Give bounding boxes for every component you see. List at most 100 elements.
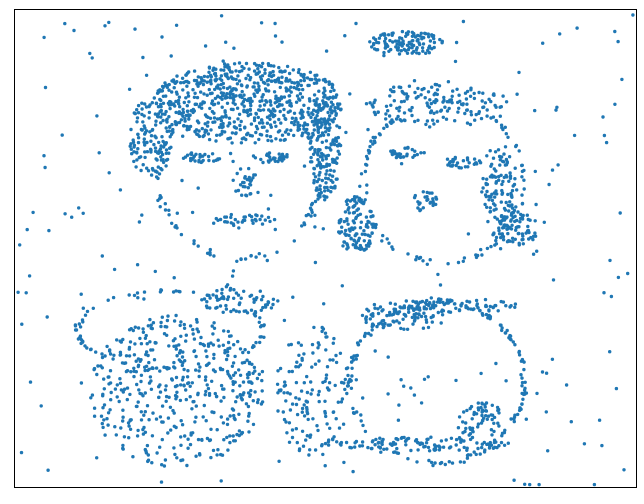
scatter-point xyxy=(381,233,385,238)
scatter-point xyxy=(203,393,207,397)
scatter-point xyxy=(387,114,392,118)
scatter-point xyxy=(327,381,332,385)
scatter-point xyxy=(480,99,484,103)
scatter-point xyxy=(202,297,207,301)
scatter-point xyxy=(604,140,609,145)
scatter-point xyxy=(105,344,109,349)
scatter-point xyxy=(283,380,287,384)
scatter-point xyxy=(507,155,512,159)
scatter-point xyxy=(537,482,541,487)
scatter-point xyxy=(341,422,346,426)
scatter-point xyxy=(141,120,145,124)
scatter-point xyxy=(92,366,97,371)
scatter-point xyxy=(174,224,178,228)
scatter-point xyxy=(302,164,307,168)
scatter-point xyxy=(236,74,240,78)
scatter-point xyxy=(102,387,107,391)
scatter-point xyxy=(480,445,484,450)
scatter-point xyxy=(389,442,393,446)
scatter-point xyxy=(444,117,449,121)
scatter-point xyxy=(268,155,272,159)
scatter-point xyxy=(221,81,225,86)
scatter-point xyxy=(423,444,427,449)
scatter-point xyxy=(193,91,197,96)
scatter-point xyxy=(178,398,183,403)
scatter-point xyxy=(363,247,367,252)
scatter-point xyxy=(358,226,363,230)
scatter-point xyxy=(503,215,507,219)
scatter-point xyxy=(224,357,229,362)
scatter-point xyxy=(340,284,344,288)
scatter-point xyxy=(143,150,147,154)
scatter-point xyxy=(160,420,164,424)
scatter-point xyxy=(468,406,472,411)
scatter-point xyxy=(427,46,431,50)
scatter-point xyxy=(168,124,172,129)
scatter-point xyxy=(172,424,176,428)
scatter-point xyxy=(397,310,402,314)
scatter-point xyxy=(220,97,224,102)
scatter-point xyxy=(263,71,267,75)
scatter-point xyxy=(254,130,258,135)
scatter-point xyxy=(432,100,436,104)
scatter-point xyxy=(419,314,424,319)
scatter-point xyxy=(322,117,327,121)
scatter-point xyxy=(428,98,432,102)
scatter-point xyxy=(448,310,453,314)
scatter-point xyxy=(336,149,340,153)
scatter-point xyxy=(390,152,395,157)
scatter-point xyxy=(287,343,291,347)
scatter-point xyxy=(313,448,318,452)
scatter-point xyxy=(520,384,524,388)
scatter-point xyxy=(163,458,168,462)
scatter-point xyxy=(255,400,260,405)
scatter-point xyxy=(144,449,148,453)
scatter-point xyxy=(509,219,513,223)
scatter-point xyxy=(370,322,375,327)
scatter-point xyxy=(263,254,267,258)
scatter-point xyxy=(430,85,434,89)
scatter-point xyxy=(315,78,319,83)
scatter-point xyxy=(158,415,163,419)
scatter-point xyxy=(344,440,349,445)
scatter-point xyxy=(406,457,410,461)
scatter-point xyxy=(494,242,499,246)
scatter-point xyxy=(225,435,229,440)
scatter-point xyxy=(222,62,227,66)
scatter-point xyxy=(242,136,246,140)
scatter-point xyxy=(424,122,428,127)
scatter-point xyxy=(209,82,213,86)
scatter-point xyxy=(153,146,158,150)
scatter-point xyxy=(107,349,112,353)
scatter-point xyxy=(182,326,187,330)
scatter-point xyxy=(202,74,207,79)
scatter-point xyxy=(409,109,413,113)
scatter-point xyxy=(178,290,182,294)
scatter-point xyxy=(125,397,129,402)
scatter-point xyxy=(345,202,349,207)
scatter-point xyxy=(290,116,295,120)
scatter-point xyxy=(502,152,506,156)
scatter-point xyxy=(271,69,275,74)
scatter-point xyxy=(249,178,254,182)
scatter-point xyxy=(208,306,212,310)
scatter-point xyxy=(399,326,403,331)
scatter-point xyxy=(136,140,141,145)
scatter-point xyxy=(203,113,208,117)
scatter-point xyxy=(307,83,311,88)
scatter-point xyxy=(354,216,358,221)
scatter-point xyxy=(406,252,410,256)
scatter-point xyxy=(468,122,473,127)
scatter-point xyxy=(508,333,512,338)
scatter-point xyxy=(325,185,329,190)
scatter-point xyxy=(275,99,279,104)
scatter-point xyxy=(160,135,164,139)
scatter-point xyxy=(155,170,159,174)
scatter-point xyxy=(179,419,183,423)
scatter-point xyxy=(170,378,174,382)
scatter-point xyxy=(348,379,353,383)
scatter-point xyxy=(367,149,372,154)
scatter-point xyxy=(533,108,537,113)
scatter-point xyxy=(305,434,309,438)
scatter-point xyxy=(247,166,251,171)
